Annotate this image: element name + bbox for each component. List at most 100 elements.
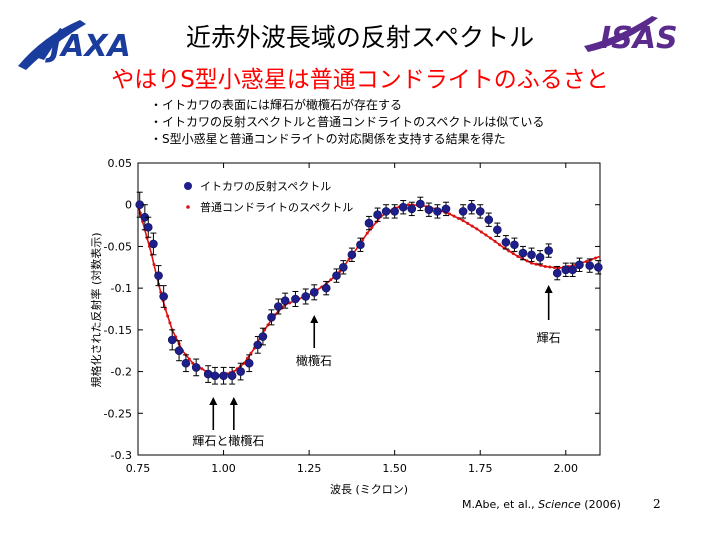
chondrite-spectrum-point [452,214,456,218]
itokawa-data-point [339,262,348,272]
annotation-arrowhead [209,397,218,405]
citation-journal: Science [538,498,581,511]
bullet-item: ・S型小惑星と普通コンドライトの対応関係を支持する結果を得た [150,132,506,146]
chondrite-spectrum-point [263,328,267,332]
chondrite-spectrum-point [498,243,502,247]
chondrite-spectrum-point [525,259,529,263]
x-tick-label: 1.50 [382,462,407,475]
itokawa-data-point [467,202,476,212]
chondrite-spectrum-point [200,367,204,371]
chondrite-spectrum-point [329,278,333,282]
annotation-arrowhead [544,285,553,293]
legend-marker-chondrite [186,205,190,209]
citation: M.Abe, et al., Science (2006) [462,498,621,511]
itokawa-data-point [143,222,153,232]
x-tick-label: 1.00 [211,462,236,475]
chondrite-spectrum-point [475,227,479,231]
itokawa-data-point [236,367,245,376]
itokawa-data-point [347,250,357,260]
chondrite-spectrum-point [470,224,474,228]
chondrite-spectrum-point [365,231,369,235]
chondrite-spectrum-point [488,236,492,240]
chondrite-spectrum-point [447,212,451,216]
page-number: 2 [653,497,661,511]
legend-box [172,174,358,218]
bullet-list: ・イトカワの表面には輝石が橄欖石が存在する ・イトカワの反射スペクトルと普通コン… [150,97,544,148]
itokawa-data-point [373,210,382,220]
chondrite-spectrum-point [152,263,156,267]
chondrite-spectrum-point [516,254,520,258]
chondrite-spectrum-line [137,203,601,377]
chondrite-spectrum-point [548,265,552,269]
itokawa-data-point [159,292,168,301]
itokawa-data-point [309,288,319,297]
chondrite-spectrum-point [406,203,410,207]
chondrite-spectrum-point [493,239,497,243]
itokawa-data-point [475,207,485,216]
itokawa-data-point [390,207,399,216]
itokawa-data-point [332,271,341,280]
annotation-label: 輝石と橄欖石 [192,433,264,448]
y-tick-label: -0.05 [104,240,132,253]
chondrite-spectrum-point [338,269,342,273]
chondrite-spectrum-point [361,238,365,242]
legend-label-itokawa: イトカワの反射スペクトル [200,179,331,193]
y-tick-label: -0.25 [104,407,132,420]
y-tick-label: -0.1 [111,282,132,295]
isas-logo-text: ISAS [600,21,678,56]
itokawa-data-point [568,265,577,275]
itokawa-data-point [424,205,434,215]
chondrite-spectrum-point [530,261,534,265]
chondrite-spectrum-point [191,361,195,365]
y-tick-label: 0.05 [108,157,133,170]
y-axis-label: 規格化された反射率 (対数表示) [89,232,103,387]
itokawa-data-point [267,313,276,322]
citation-year: (2006) [580,498,621,511]
itokawa-data-point [398,202,408,212]
chondrite-spectrum-point [534,262,538,266]
citation-author: M.Abe, et al., [462,498,539,511]
chondrite-spectrum-point [584,259,588,263]
isas-logo: ISAS [578,8,702,62]
bullet-item: ・イトカワの表面には輝石が橄欖石が存在する [150,98,403,112]
itokawa-data-point [510,240,519,250]
itokawa-data-point [441,204,451,214]
chondrite-spectrum-point [266,323,270,327]
chondrite-spectrum-point [479,230,483,234]
itokawa-data-point [227,371,237,381]
itokawa-data-point [484,215,494,225]
itokawa-data-point [381,207,391,216]
itokawa-data-point [356,240,365,250]
itokawa-data-point [552,268,562,278]
itokawa-data-point [154,271,163,280]
itokawa-data-point [593,262,603,272]
itokawa-data-point [433,207,442,216]
annotation-label: 輝石 [537,331,561,345]
annotation-arrowhead [229,397,238,405]
chondrite-spectrum-point [249,351,253,355]
chondrite-spectrum-point [511,252,515,256]
itokawa-data-point [407,204,417,214]
itokawa-data-point [458,207,468,216]
chondrite-spectrum-point [593,256,597,260]
itokawa-data-point [416,199,425,209]
itokawa-data-point [244,358,254,368]
chondrite-spectrum-point [163,307,167,311]
chondrite-spectrum-point [461,219,465,223]
x-tick-label: 0.75 [126,462,151,475]
itokawa-data-point [518,248,528,258]
itokawa-data-point [575,260,584,270]
itokawa-data-point [280,296,290,305]
x-axis-label: 波長 (ミクロン) [330,483,408,496]
y-tick-label: -0.15 [104,324,132,337]
chondrite-spectrum-point [168,321,172,325]
y-tick-label: -0.3 [111,449,132,462]
annotation-label: 橄欖石 [296,353,332,368]
chondrite-spectrum-point [557,266,561,270]
jaxa-logo: JAXA [8,8,132,80]
itokawa-data-point [301,292,310,301]
chondrite-spectrum-point [246,356,250,360]
itokawa-data-point [149,239,158,249]
itokawa-data-point [219,371,228,381]
itokawa-data-point [167,335,177,345]
